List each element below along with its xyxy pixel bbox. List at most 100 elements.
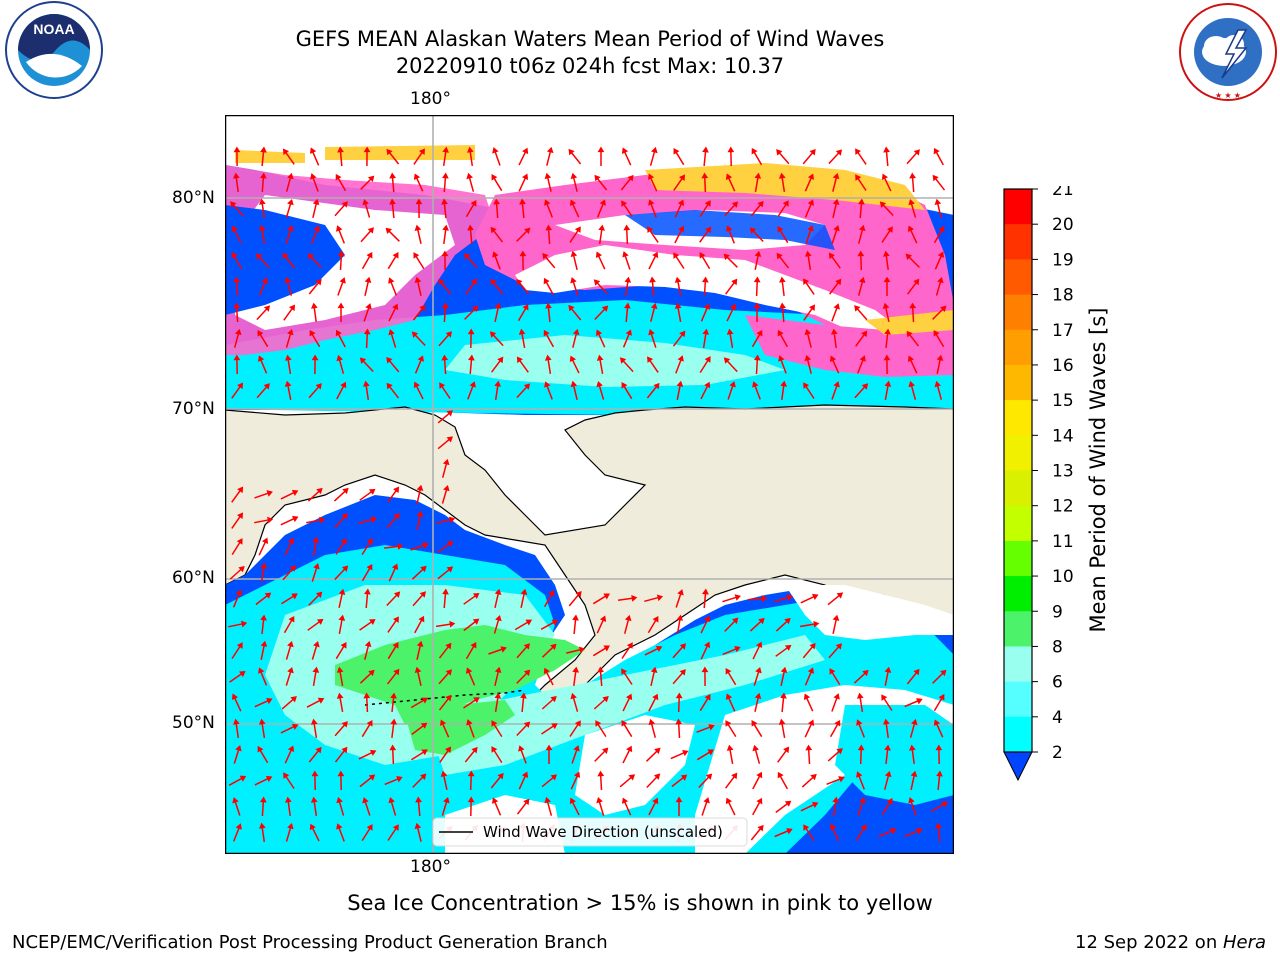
wave-arrow-head <box>363 380 370 387</box>
wave-arrow-head <box>284 796 292 803</box>
wave-arrow-head <box>543 277 550 285</box>
wave-arrow-head <box>856 692 864 699</box>
wave-arrow-head <box>782 200 789 207</box>
wave-arrow-head <box>761 595 768 602</box>
wave-arrow-head <box>937 251 945 258</box>
wave-arrow-head <box>523 643 530 650</box>
wave-arrow-head <box>908 744 916 751</box>
wave-arrow-head <box>933 147 940 155</box>
wave-arrow-head <box>861 330 868 338</box>
wave-arrow-head <box>422 542 429 549</box>
wave-arrow-head <box>421 749 428 756</box>
wave-arrow-head <box>367 175 375 182</box>
wave-arrow-head <box>596 381 603 388</box>
wave-arrow-head <box>441 198 448 205</box>
wave-arrow-head <box>494 692 502 699</box>
wave-arrow-head <box>705 773 713 780</box>
wave-arrow-head <box>619 357 627 364</box>
colorbar-segment <box>1004 505 1032 542</box>
wave-arrow-head <box>621 200 628 207</box>
wave-arrow-head <box>751 720 758 727</box>
wave-arrow-head <box>239 671 246 678</box>
colorbar-segment <box>1004 224 1032 260</box>
wave-arrow-head <box>906 330 913 338</box>
wave-arrow-head <box>544 796 551 804</box>
wave-arrow-head <box>677 199 685 207</box>
wave-arrow-head <box>568 304 575 312</box>
wave-arrow-head <box>470 200 477 207</box>
wave-arrow-head <box>441 354 449 361</box>
wave-arrow-head <box>545 302 552 309</box>
wave-arrow-head <box>523 669 531 676</box>
wave-arrow-head <box>705 226 712 234</box>
wave-arrow-head <box>416 510 424 518</box>
wave-arrow-head <box>838 776 845 783</box>
wave-arrow-head <box>886 226 893 233</box>
wave-arrow-head <box>419 304 426 312</box>
wave-arrow-head <box>862 669 869 677</box>
wave-arrow-head <box>468 354 475 361</box>
wave-arrow-head <box>626 642 633 649</box>
wave-arrow-head <box>596 797 603 804</box>
wave-arrow-head <box>315 746 322 754</box>
wave-arrow-head <box>836 748 843 755</box>
wave-arrow-head <box>725 797 733 805</box>
wave-arrow-head <box>599 615 607 623</box>
wave-arrow-head <box>491 746 498 753</box>
wave-arrow-head <box>882 718 890 725</box>
wave-arrow-head <box>753 302 761 309</box>
wave-arrow-head <box>725 720 732 727</box>
wave-arrow-head <box>654 747 661 755</box>
wave-arrow-head <box>370 516 378 523</box>
wave-arrow-head <box>832 198 840 206</box>
wave-arrow-head <box>362 198 369 206</box>
wave-arrow-head <box>388 277 395 284</box>
wave-arrow-head <box>284 276 292 284</box>
wave-arrow-head <box>233 302 241 309</box>
wave-arrow-head <box>310 718 318 725</box>
wave-arrow-head <box>366 538 373 545</box>
wave-arrow-head <box>523 721 531 728</box>
wave-arrow-head <box>858 276 866 284</box>
wave-arrow-head <box>368 488 376 495</box>
wave-arrow-head <box>754 692 762 700</box>
chart-title: GEFS MEAN Alaskan Waters Mean Period of … <box>295 27 885 51</box>
wave-arrow-head <box>809 642 816 650</box>
wave-arrow-head <box>443 484 450 492</box>
wave-arrow-head <box>730 303 737 311</box>
wave-arrow-head <box>386 356 393 364</box>
wave-arrow-head <box>392 642 399 649</box>
wave-arrow-head <box>516 356 523 364</box>
chart-subtitle: 20220910 t06z 024h fcst Max: 10.37 <box>395 54 785 78</box>
wave-arrow-head <box>574 226 581 233</box>
wave-arrow-head <box>335 173 342 181</box>
wave-arrow-head <box>418 615 425 623</box>
wave-arrow-head <box>749 227 757 234</box>
wave-arrow-head <box>631 595 638 602</box>
wave-arrow-head <box>550 696 557 703</box>
wave-arrow-head <box>909 172 916 179</box>
wave-arrow-head <box>754 250 762 257</box>
wave-arrow-head <box>364 640 372 648</box>
colorbar-tick-label: 18 <box>1052 286 1074 306</box>
wave-arrow-head <box>467 328 475 335</box>
wave-arrow-head <box>393 668 400 676</box>
wave-arrow-head <box>603 593 610 600</box>
svg-text:★ ★ ★: ★ ★ ★ <box>1215 91 1241 100</box>
wave-arrow-head <box>678 225 685 233</box>
wave-arrow-head <box>551 723 558 730</box>
wave-arrow-head <box>937 276 944 284</box>
wave-arrow-head <box>337 770 345 777</box>
sea-ice-right-yellow <box>865 310 954 335</box>
wave-arrow-head <box>704 381 711 389</box>
colorbar-tick-label: 8 <box>1052 637 1063 657</box>
wave-arrow-head <box>367 227 374 234</box>
wave-arrow-head <box>756 329 763 337</box>
wave-arrow-head <box>704 694 711 701</box>
wave-arrow-head <box>232 172 240 179</box>
wave-arrow-head <box>596 354 604 361</box>
wave-arrow-head <box>291 489 299 497</box>
wave-arrow-head <box>260 562 268 569</box>
wave-arrow-head <box>678 174 686 181</box>
wave-arrow-head <box>783 746 790 754</box>
